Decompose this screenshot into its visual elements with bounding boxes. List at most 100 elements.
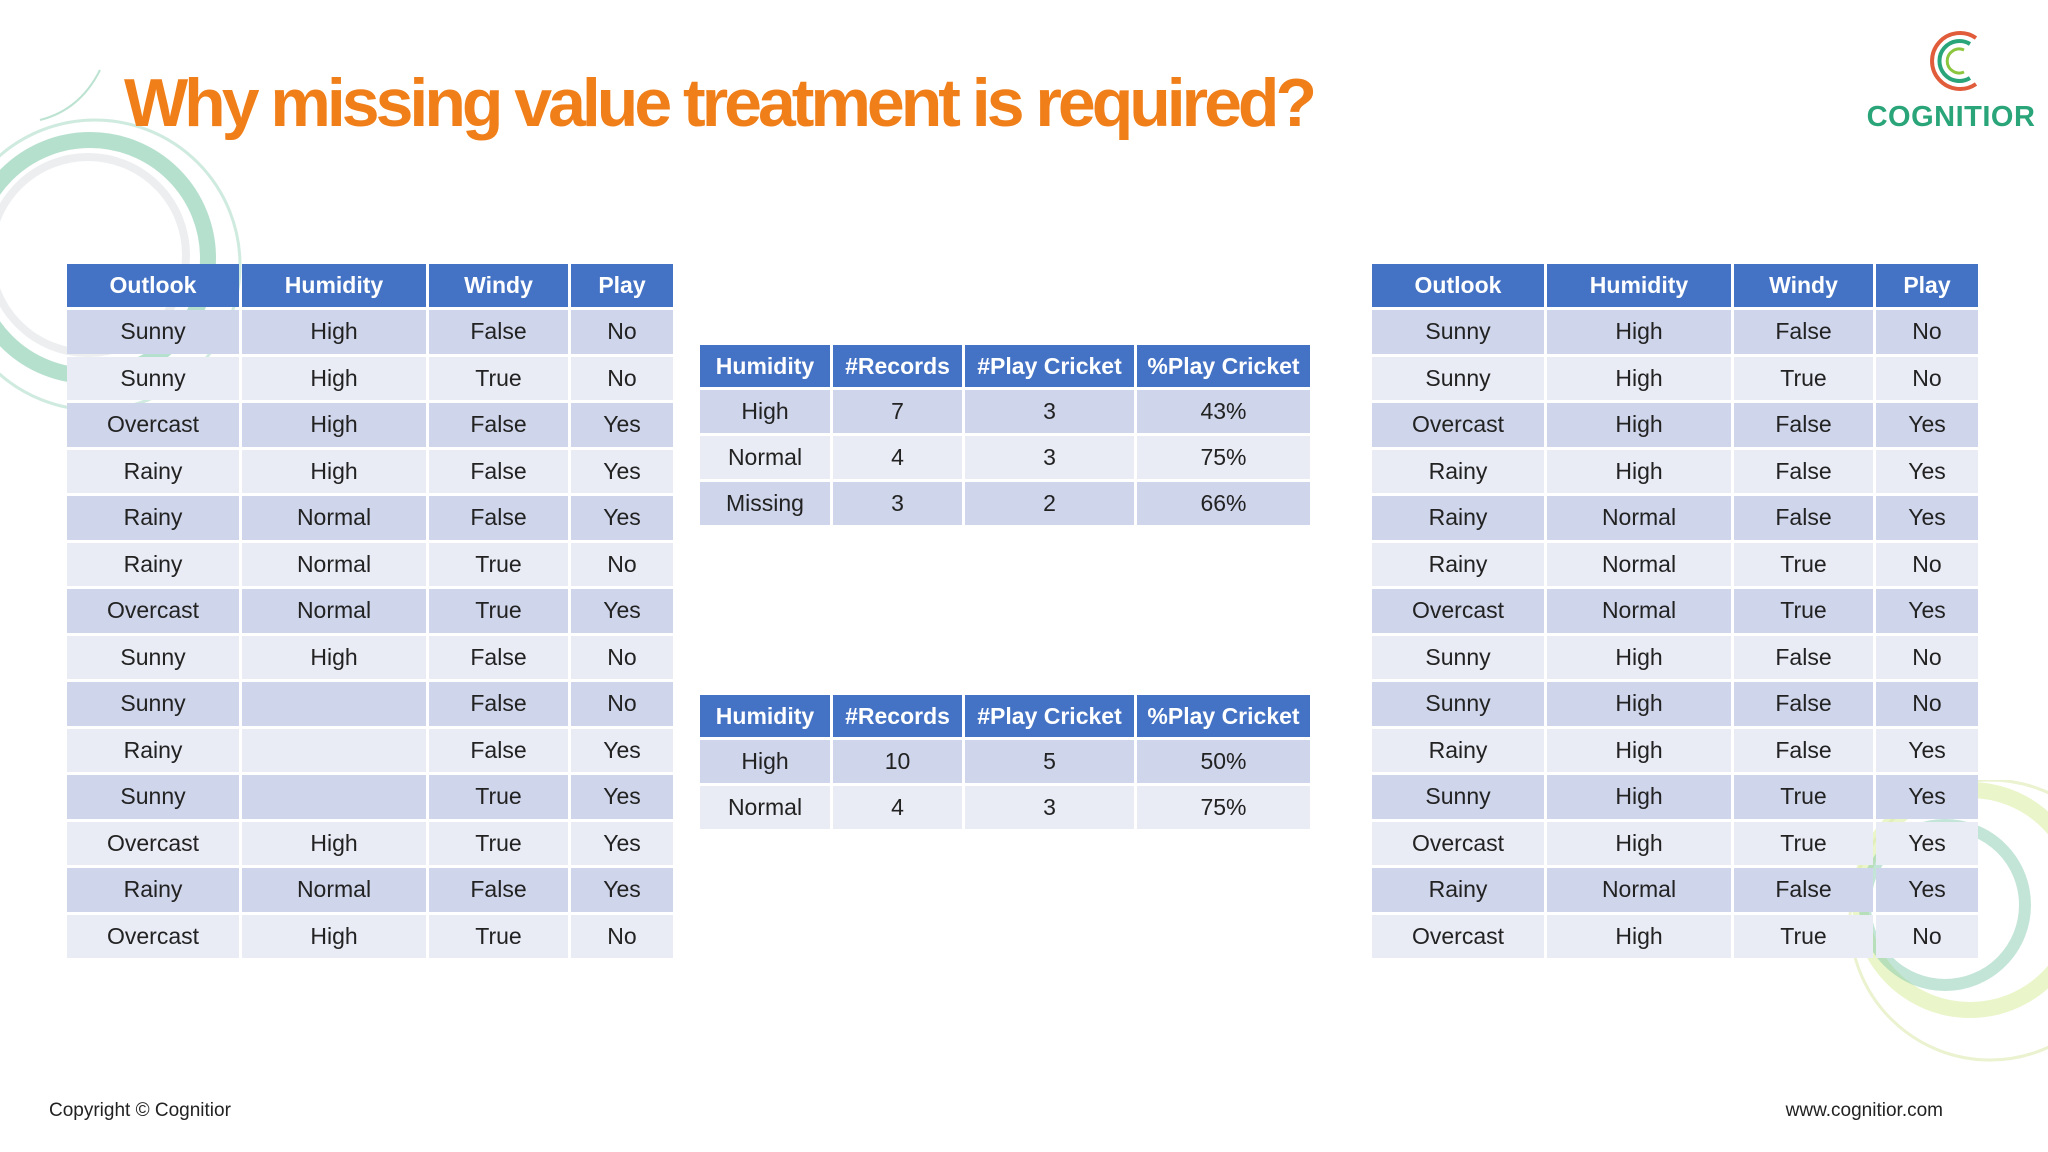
- table-cell: Normal: [1547, 868, 1731, 912]
- treated-data-table: Outlook Humidity Windy Play Sunny High False N…: [1369, 261, 1981, 961]
- table-cell: High: [1547, 310, 1731, 354]
- table-cell: No: [1876, 310, 1978, 354]
- table-row: Rainy High False Yes: [1372, 728, 1978, 772]
- table-cell: Normal: [242, 496, 426, 540]
- column-header: %Play Cricket: [1137, 345, 1310, 387]
- column-header: Windy: [1734, 264, 1873, 307]
- table-cell: Sunny: [1372, 682, 1544, 726]
- table-cell: Yes: [1876, 775, 1978, 819]
- website-text: www.cognitior.com: [1785, 1100, 1943, 1121]
- table-cell: Missing: [700, 482, 830, 525]
- table-row: Sunny High False No: [67, 635, 673, 679]
- table-cell: No: [1876, 356, 1978, 400]
- table-cell: [242, 775, 426, 819]
- table-cell: 4: [833, 786, 962, 829]
- raw-data-table: Outlook Humidity Windy Play Sunny High False N…: [64, 261, 676, 961]
- table-row: Sunny High False No: [1372, 682, 1978, 726]
- table-cell: Rainy: [1372, 542, 1544, 586]
- table-cell: Yes: [1876, 589, 1978, 633]
- summary-table-treated: Humidity #Records #Play Cricket %Play Crick…: [697, 692, 1313, 832]
- table-cell: No: [1876, 542, 1978, 586]
- table-cell: Rainy: [67, 728, 239, 772]
- table-cell: True: [1734, 356, 1873, 400]
- column-header: %Play Cricket: [1137, 695, 1310, 737]
- table-cell: Yes: [571, 496, 673, 540]
- table-row: Sunny High False No: [1372, 635, 1978, 679]
- table-cell: Yes: [571, 403, 673, 447]
- table-cell: Yes: [571, 821, 673, 865]
- table-cell: High: [1547, 635, 1731, 679]
- copyright-text: Copyright © Cognitior: [49, 1100, 231, 1121]
- table-cell: No: [1876, 682, 1978, 726]
- table-row: Rainy High False Yes: [1372, 449, 1978, 493]
- table-cell: No: [571, 542, 673, 586]
- table-cell: False: [1734, 728, 1873, 772]
- column-header: #Play Cricket: [965, 345, 1134, 387]
- table-row: Sunny High True No: [67, 356, 673, 400]
- table-cell: Overcast: [1372, 403, 1544, 447]
- table-cell: High: [242, 403, 426, 447]
- table-cell: [242, 682, 426, 726]
- table-cell: 3: [965, 786, 1134, 829]
- table-cell: Overcast: [67, 403, 239, 447]
- column-header: #Play Cricket: [965, 695, 1134, 737]
- table-cell: Yes: [1876, 449, 1978, 493]
- table-cell: True: [1734, 914, 1873, 958]
- table-row: Rainy False Yes: [67, 728, 673, 772]
- table-row: Overcast High True No: [1372, 914, 1978, 958]
- table-cell: High: [1547, 449, 1731, 493]
- table-cell: False: [1734, 635, 1873, 679]
- table-row: High 10 5 50%: [700, 740, 1310, 783]
- table-row: Overcast Normal True Yes: [67, 589, 673, 633]
- table-cell: No: [1876, 914, 1978, 958]
- table-cell: False: [429, 728, 568, 772]
- table-row: Sunny High True Yes: [1372, 775, 1978, 819]
- table-cell: Sunny: [1372, 356, 1544, 400]
- table-cell: 5: [965, 740, 1134, 783]
- table-cell: High: [700, 390, 830, 433]
- column-header: Windy: [429, 264, 568, 307]
- table-cell: Rainy: [67, 542, 239, 586]
- table-cell: Normal: [242, 542, 426, 586]
- table-cell: High: [1547, 728, 1731, 772]
- table-cell: True: [1734, 775, 1873, 819]
- table-row: Overcast High False Yes: [1372, 403, 1978, 447]
- table-cell: Rainy: [1372, 449, 1544, 493]
- column-header: Outlook: [1372, 264, 1544, 307]
- table-cell: True: [429, 356, 568, 400]
- table-cell: Yes: [1876, 728, 1978, 772]
- table-row: Rainy Normal False Yes: [67, 868, 673, 912]
- table-cell: True: [1734, 821, 1873, 865]
- table-row: Sunny True Yes: [67, 775, 673, 819]
- table-cell: No: [571, 635, 673, 679]
- table-cell: No: [571, 682, 673, 726]
- table-cell: Normal: [1547, 589, 1731, 633]
- table-cell: True: [1734, 542, 1873, 586]
- table-cell: Overcast: [1372, 589, 1544, 633]
- table-cell: False: [429, 496, 568, 540]
- table-cell: Normal: [700, 786, 830, 829]
- table-cell: High: [1547, 682, 1731, 726]
- table-cell: False: [1734, 310, 1873, 354]
- table-cell: Overcast: [1372, 821, 1544, 865]
- cognitior-logo: COGNITIOR: [1866, 24, 2036, 144]
- table-cell: Rainy: [1372, 496, 1544, 540]
- table-cell: False: [1734, 682, 1873, 726]
- table-cell: Sunny: [1372, 310, 1544, 354]
- table-row: Overcast High True Yes: [1372, 821, 1978, 865]
- table-cell: 10: [833, 740, 962, 783]
- table-cell: Rainy: [1372, 868, 1544, 912]
- table-cell: Sunny: [1372, 635, 1544, 679]
- table-cell: False: [1734, 496, 1873, 540]
- table-cell: Overcast: [1372, 914, 1544, 958]
- table-row: Sunny High True No: [1372, 356, 1978, 400]
- table-cell: True: [429, 589, 568, 633]
- table-cell: Normal: [700, 436, 830, 479]
- table-cell: Overcast: [67, 821, 239, 865]
- column-header: #Records: [833, 345, 962, 387]
- table-cell: High: [1547, 356, 1731, 400]
- summary-table-with-missing: Humidity #Records #Play Cricket %Play Crick…: [697, 342, 1313, 528]
- table-row: High 7 3 43%: [700, 390, 1310, 433]
- table-cell: High: [1547, 403, 1731, 447]
- table-row: Rainy Normal False Yes: [1372, 868, 1978, 912]
